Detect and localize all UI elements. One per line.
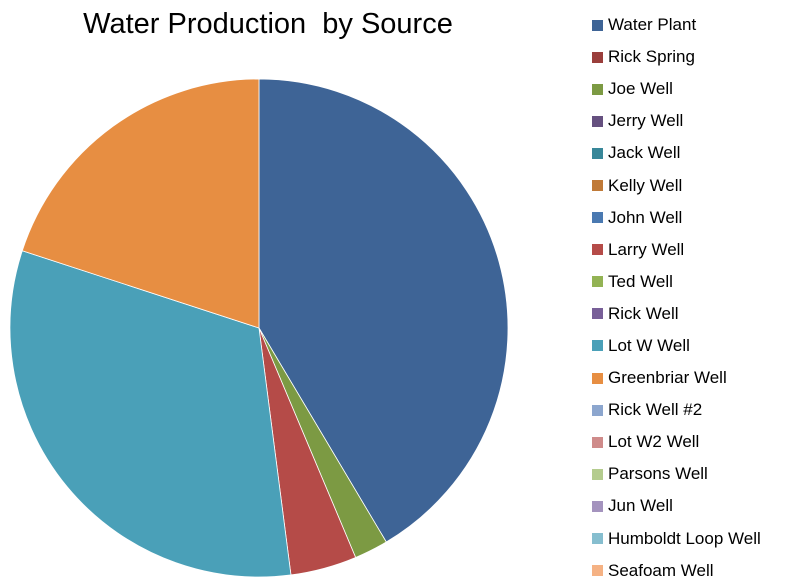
legend-item: Ted Well (592, 266, 761, 298)
legend-label: Seafoam Well (608, 560, 714, 580)
legend-swatch (592, 372, 603, 384)
legend-item: Lot W Well (592, 330, 761, 362)
legend-label: Humboldt Loop Well (608, 528, 761, 548)
legend-item: Humboldt Loop Well (592, 523, 761, 555)
legend-label: Joe Well (608, 79, 673, 99)
legend-label: Lot W2 Well (608, 432, 700, 452)
legend-swatch (592, 533, 603, 545)
legend-swatch (592, 436, 603, 448)
legend-swatch (592, 276, 603, 288)
legend-swatch (592, 19, 603, 31)
chart-legend: Water Plant Rick Spring Joe Well Jerry Well… (592, 9, 761, 587)
legend-swatch (592, 404, 603, 416)
chart-title: Water Production by Source (83, 8, 453, 40)
legend-label: Kelly Well (608, 175, 683, 195)
legend-item: Larry Well (592, 234, 761, 266)
legend-swatch (592, 51, 603, 63)
legend-swatch (592, 308, 603, 320)
legend-swatch (592, 468, 603, 480)
legend-item: Rick Spring (592, 41, 761, 73)
legend-label: Water Plant (608, 15, 697, 35)
legend-label: Rick Well #2 (608, 400, 703, 420)
pie-slice-greenbriar-well (21, 78, 260, 329)
legend-item: Kelly Well (592, 169, 761, 201)
legend-swatch (592, 340, 603, 352)
legend-swatch (592, 115, 603, 127)
legend-label: Jun Well (608, 496, 673, 516)
legend-swatch (592, 212, 603, 224)
pie-slice-lot-w-well (9, 250, 292, 577)
legend-label: Parsons Well (608, 464, 708, 484)
legend-swatch (592, 180, 603, 192)
legend-item: John Well (592, 202, 761, 234)
legend-label: Ted Well (608, 271, 673, 291)
legend-swatch (592, 147, 603, 159)
legend-item: Joe Well (592, 73, 761, 105)
legend-item: Rick Well #2 (592, 394, 761, 426)
legend-label: Greenbriar Well (608, 368, 727, 388)
legend-swatch (592, 83, 603, 95)
pie-chart (9, 78, 509, 577)
legend-label: Larry Well (608, 239, 685, 259)
legend-swatch (592, 500, 603, 512)
pie-slice-water-plant (258, 78, 509, 543)
legend-swatch (592, 565, 603, 577)
legend-item: Rick Well (592, 298, 761, 330)
legend-item: Jerry Well (592, 105, 761, 137)
legend-label: Jerry Well (608, 111, 684, 131)
legend-label: Jack Well (608, 143, 681, 163)
legend-item: Greenbriar Well (592, 362, 761, 394)
legend-item: Water Plant (592, 9, 761, 41)
legend-label: Rick Spring (608, 47, 695, 67)
legend-label: John Well (608, 207, 683, 227)
legend-item: Lot W2 Well (592, 426, 761, 458)
legend-item: Jack Well (592, 137, 761, 169)
legend-item: Jun Well (592, 490, 761, 522)
legend-item: Parsons Well (592, 458, 761, 490)
legend-swatch (592, 244, 603, 256)
legend-item: Seafoam Well (592, 555, 761, 587)
legend-label: Rick Well (608, 303, 679, 323)
legend-label: Lot W Well (608, 335, 690, 355)
